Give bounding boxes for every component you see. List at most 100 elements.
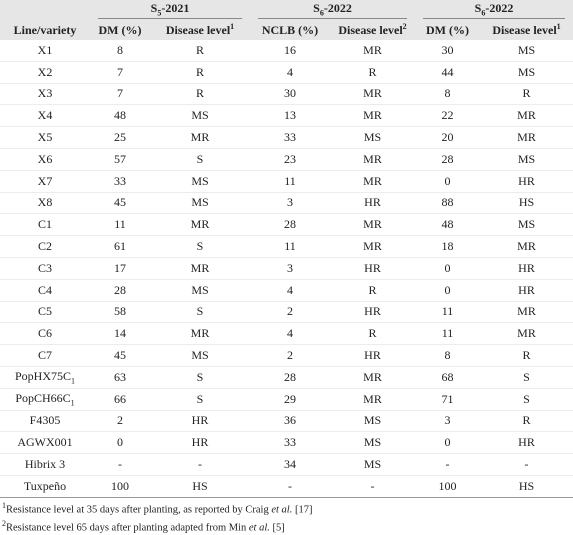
cell: 11 [441, 304, 454, 319]
cell: 28 [284, 369, 296, 384]
cell: 0 [444, 282, 451, 297]
cell: HR [191, 413, 209, 428]
cell: MR [190, 326, 210, 341]
group-label: S6-2022 [258, 1, 407, 19]
cell: R [368, 64, 377, 79]
table-row: X8 45 MS 3 HR 88 HS [0, 192, 573, 214]
footnotes: 1Resistance level at 35 days after plant… [0, 500, 573, 535]
cell: 30 [284, 86, 296, 101]
cell: R [195, 42, 204, 57]
cell: MR [517, 239, 536, 254]
cell: 8 [117, 42, 123, 57]
cell: 3 [287, 195, 293, 210]
group-label: S5-2021 [98, 1, 242, 19]
column-header: Disease level1 [480, 20, 573, 40]
group-header: S6-2022 [415, 0, 573, 20]
cell: 4 [287, 282, 293, 297]
cell: 66 [114, 391, 126, 406]
table-row: C5 58 S 2 HR 11 MR [0, 301, 573, 323]
column-header: Disease level2 [330, 20, 415, 40]
line-cell: C6 [0, 323, 90, 345]
cell: MS [363, 435, 382, 450]
cell: 57 [114, 151, 126, 166]
group-suffix: -2022 [485, 1, 514, 16]
cell: MS [517, 42, 536, 57]
cell: 33 [114, 173, 126, 188]
line-name: F4305 [29, 413, 61, 428]
cell: MS [517, 64, 536, 79]
cell: MS [191, 348, 209, 363]
cell: 45 [114, 348, 126, 363]
group-sub: 5 [157, 8, 162, 18]
table-row: C6 14 MR 4 R 11 MR [0, 323, 573, 345]
cell: MR [517, 130, 536, 145]
cell: S [196, 239, 204, 254]
line-cell: Tuxpeño [0, 475, 90, 497]
cell: MR [363, 42, 382, 57]
cell: 11 [284, 239, 296, 254]
empty-header [0, 0, 90, 20]
group-suffix: -2022 [323, 1, 352, 16]
group-header: S5-2021 [90, 0, 250, 20]
line-cell: PopCH66C1 [0, 388, 90, 410]
column-text: NCLB (%) [261, 22, 319, 37]
line-name: AGWX001 [17, 435, 73, 450]
cell: 2 [117, 413, 123, 428]
cell: 7 [117, 86, 123, 101]
cell: MR [363, 151, 382, 166]
cell: MR [517, 108, 536, 123]
cell: 28 [441, 151, 454, 166]
line-name: X5 [37, 130, 53, 145]
footnote-italic: et al. [248, 522, 270, 534]
cell: 88 [441, 195, 454, 210]
cell: 3 [287, 260, 293, 275]
line-name: X1 [37, 42, 53, 57]
group-suffix: -2021 [161, 1, 190, 16]
line-cell: F4305 [0, 410, 90, 432]
cell: HS [192, 478, 208, 493]
cell: MR [363, 391, 382, 406]
column-text: DM (%) [426, 22, 469, 37]
cell: HR [518, 282, 535, 297]
table-row: X7 33 MS 11 MR 0 HR [0, 170, 573, 193]
cell: S [196, 151, 204, 166]
line-cell: C1 [0, 214, 90, 236]
cell: S [196, 304, 204, 319]
table-row: Hibrix 3 - - 34 MS - - [0, 454, 573, 476]
line-cell: X7 [0, 170, 90, 192]
cell: MR [190, 260, 210, 275]
cell: MS [191, 282, 209, 297]
cell: HR [191, 435, 209, 450]
column-text: Line/variety [13, 22, 77, 37]
cell: - [370, 478, 375, 493]
cell: R [368, 326, 377, 341]
table-row: X6 57 S 23 MR 28 MS [0, 148, 573, 171]
cell: - [288, 478, 292, 493]
cell: MR [363, 86, 382, 101]
cell: 8 [444, 86, 451, 101]
line-cell: C3 [0, 257, 90, 279]
cell: 17 [114, 260, 126, 275]
cell: R [522, 413, 531, 428]
cell: MS [363, 130, 382, 145]
group-text: S [474, 1, 482, 16]
line-name: X2 [37, 64, 53, 79]
cell: 48 [441, 217, 454, 232]
table-row: AGWX001 0 HR 33 MS 0 HR [0, 432, 573, 454]
line-cell: Hibrix 3 [0, 454, 90, 476]
line-name: C7 [37, 348, 52, 363]
table-row: F4305 2 HR 36 MS 3 R [0, 410, 573, 432]
cell: 28 [114, 282, 126, 297]
results-table: S5-2021 S6-2022 S6-2022 Line/variety DM (%)… [0, 0, 573, 498]
cell: 25 [114, 130, 126, 145]
cell: 2 [287, 348, 293, 363]
line-name: C2 [37, 239, 52, 254]
column-header: Disease level1 [150, 20, 250, 40]
cell: 48 [114, 108, 126, 123]
cell: 11 [441, 326, 454, 341]
table-row: X1 8 R 16 MR 30 MS [0, 40, 573, 62]
line-cell: C2 [0, 236, 90, 258]
line-cell: X1 [0, 40, 90, 61]
line-name: C3 [37, 260, 52, 275]
